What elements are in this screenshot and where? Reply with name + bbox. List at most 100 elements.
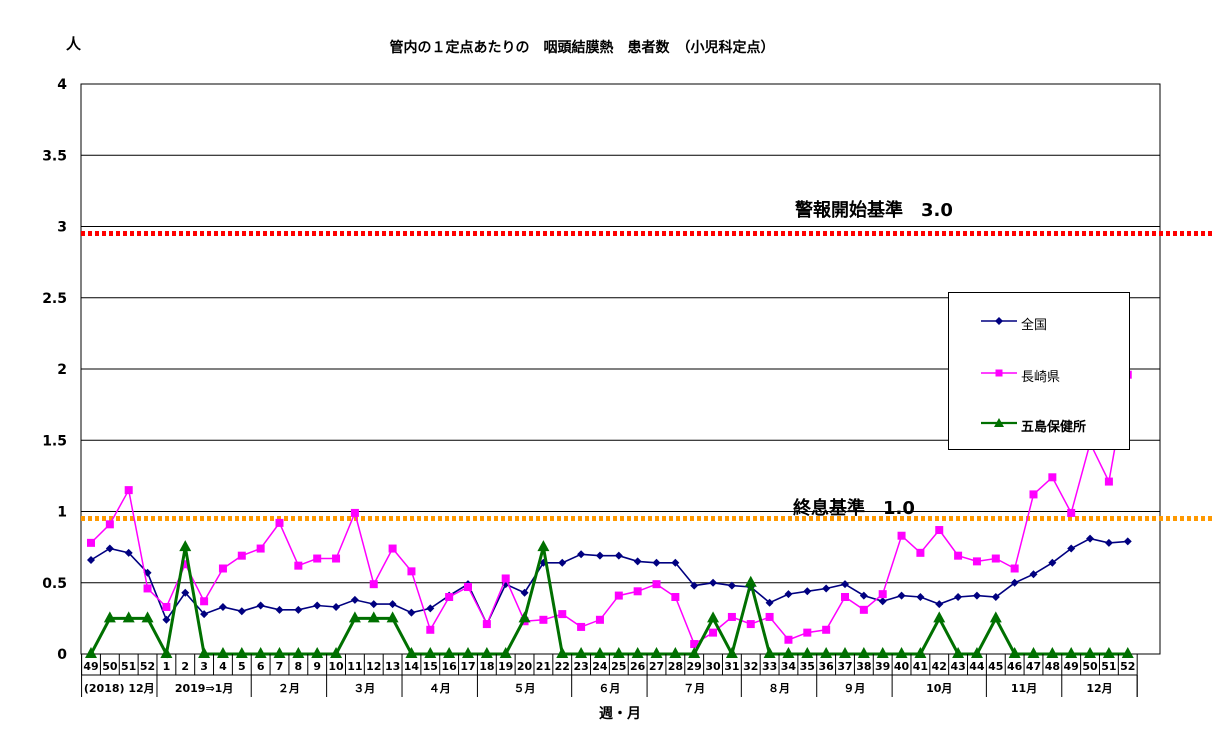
week-tick-label: 9	[313, 660, 321, 673]
series-diamond	[87, 534, 1132, 629]
data-point-diamond	[765, 598, 774, 607]
week-tick-label: 39	[875, 660, 890, 673]
data-point-diamond	[105, 544, 114, 553]
month-label: (2018) 12月	[84, 682, 155, 695]
week-tick-label: 1	[163, 660, 171, 673]
week-tick-label: 12	[366, 660, 381, 673]
data-point-triangle	[556, 647, 569, 658]
month-label: ６月	[598, 682, 620, 695]
data-point-triangle	[273, 647, 286, 658]
month-label: 2019⇒1月	[175, 682, 234, 695]
data-point-triangle	[744, 575, 757, 587]
data-point-triangle	[933, 611, 946, 623]
y-tick-label: 3.5	[42, 148, 67, 164]
series-layer	[85, 370, 1134, 659]
y-tick-label: 2	[57, 362, 67, 378]
data-point-triangle	[989, 611, 1002, 623]
data-point-square	[690, 640, 699, 649]
data-point-triangle	[443, 647, 456, 658]
data-point-triangle	[801, 647, 814, 658]
week-tick-label: 26	[630, 660, 646, 673]
data-point-diamond	[1086, 534, 1095, 543]
week-tick-label: 20	[517, 660, 533, 673]
data-point-diamond	[200, 610, 209, 619]
data-point-triangle	[688, 647, 701, 658]
data-point-square	[709, 628, 718, 637]
data-point-diamond	[369, 600, 378, 609]
series-square	[87, 370, 1132, 649]
week-tick-label: 49	[1064, 660, 1079, 673]
data-point-square	[275, 518, 284, 527]
week-tick-label: 37	[837, 660, 852, 673]
data-point-diamond	[407, 608, 416, 617]
week-tick-label: 47	[1026, 660, 1041, 673]
week-tick-label: 22	[555, 660, 570, 673]
data-point-square	[369, 580, 378, 589]
data-point-square	[878, 590, 887, 599]
data-point-triangle	[499, 647, 512, 658]
week-tick-label: 14	[404, 660, 420, 673]
data-point-square	[200, 597, 209, 606]
data-point-square	[803, 628, 812, 637]
data-point-triangle	[462, 647, 474, 658]
data-point-square	[671, 593, 680, 601]
week-tick-label: 48	[1045, 660, 1060, 673]
month-label: ５月	[514, 682, 536, 695]
data-point-diamond	[520, 588, 529, 597]
month-label: ８月	[768, 682, 790, 695]
week-tick-label: 24	[592, 660, 608, 673]
data-point-diamond	[595, 551, 604, 560]
week-tick-label: 45	[988, 660, 1003, 673]
data-point-square	[935, 526, 944, 535]
data-point-diamond	[577, 550, 586, 559]
data-point-triangle	[1065, 647, 1078, 658]
data-point-square	[350, 508, 359, 517]
data-point-diamond	[332, 602, 341, 611]
data-point-square	[445, 593, 454, 601]
data-point-diamond	[426, 604, 435, 613]
data-point-square	[313, 554, 322, 563]
data-point-diamond	[972, 591, 981, 600]
data-point-diamond	[690, 581, 699, 590]
week-tick-label: 29	[687, 660, 702, 673]
legend-marker-square-icon	[981, 369, 1017, 377]
data-point-triangle	[537, 540, 550, 552]
data-point-diamond	[1048, 558, 1057, 567]
week-tick-label: 4	[219, 660, 227, 673]
data-point-triangle	[1027, 647, 1040, 658]
week-tick-label: 13	[385, 660, 400, 673]
month-label: ９月	[843, 682, 865, 695]
data-point-square	[501, 574, 510, 583]
data-point-triangle	[367, 611, 380, 623]
month-label: ４月	[429, 682, 451, 695]
week-tick-label: 52	[1120, 660, 1135, 673]
data-point-square	[1010, 564, 1019, 573]
data-point-triangle	[85, 647, 97, 658]
data-point-triangle	[857, 647, 870, 658]
data-point-triangle	[914, 647, 927, 658]
week-tick-label: 33	[762, 660, 777, 673]
data-point-square	[162, 602, 171, 611]
data-point-diamond	[784, 590, 793, 599]
data-point-diamond	[218, 602, 227, 611]
data-point-square	[746, 620, 755, 629]
week-tick-label: 38	[856, 660, 871, 673]
week-tick-label: 15	[423, 660, 438, 673]
week-tick-label: 52	[140, 660, 155, 673]
data-point-diamond	[294, 605, 303, 614]
month-label: 11月	[1011, 682, 1037, 695]
series-line	[89, 546, 1128, 659]
y-tick-label: 0.5	[42, 576, 67, 592]
y-tick-label: 1	[57, 505, 67, 521]
data-point-square	[916, 548, 925, 557]
data-point-square	[143, 584, 152, 593]
week-tick-label: 42	[932, 660, 947, 673]
week-tick-label: 7	[276, 660, 284, 673]
week-tick-label: 8	[295, 660, 303, 673]
legend-label: 長崎県	[1021, 370, 1061, 385]
week-tick-label: 28	[668, 660, 683, 673]
week-tick-label: 34	[781, 660, 797, 673]
data-point-diamond	[916, 593, 925, 601]
data-point-triangle	[122, 611, 135, 623]
data-point-triangle	[820, 647, 833, 658]
